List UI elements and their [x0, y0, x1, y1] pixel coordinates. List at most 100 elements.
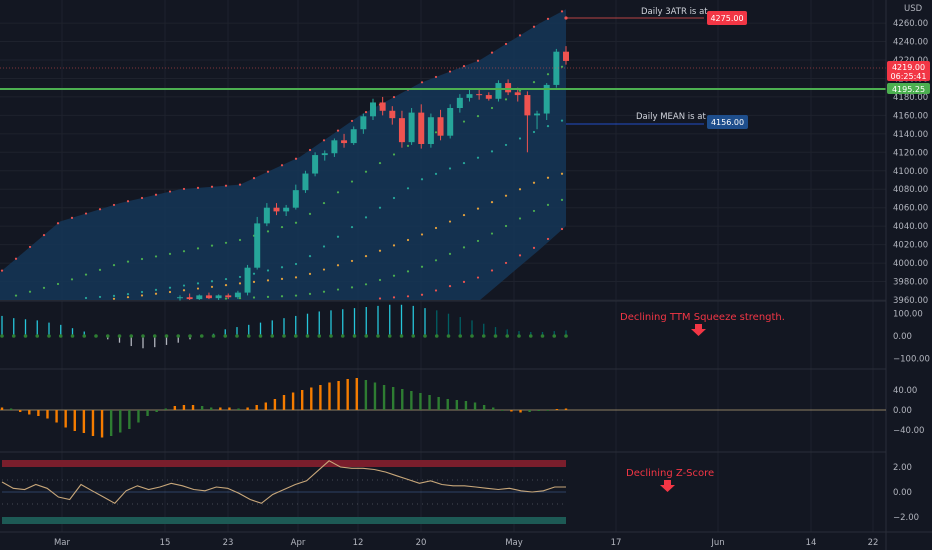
- candle-body: [389, 110, 396, 119]
- squeeze-dot: [458, 334, 463, 338]
- zscore-note: Declining Z-Score: [626, 468, 714, 479]
- atr-annotation: Daily 3ATR is at: [641, 7, 708, 17]
- momentum-bar: [410, 391, 413, 410]
- band-dot: [476, 276, 480, 279]
- candle-body: [524, 95, 531, 116]
- band-dot: [518, 137, 522, 140]
- band-dot: [518, 254, 522, 257]
- candle-body: [196, 295, 203, 300]
- band-dot: [462, 280, 466, 283]
- band-dot: [168, 286, 172, 289]
- band-dot: [140, 196, 144, 200]
- zscore-tick-label: 2.00: [893, 463, 912, 473]
- squeeze-dot: [411, 334, 416, 338]
- time-tick-label: Jun: [710, 538, 724, 548]
- momentum-bar: [382, 385, 386, 410]
- band-dot: [532, 246, 536, 249]
- momentum-bar: [64, 410, 67, 428]
- band-dot: [364, 111, 368, 114]
- band-dot: [560, 227, 564, 231]
- band-dot: [0, 269, 4, 272]
- candle-body: [254, 223, 261, 268]
- band-dot: [84, 273, 88, 276]
- momentum-bar: [564, 408, 568, 410]
- band-dot: [532, 181, 536, 184]
- momentum-bar: [282, 395, 286, 410]
- squeeze-dot: [564, 334, 568, 338]
- band-dot: [238, 297, 242, 300]
- band-dot: [322, 268, 326, 271]
- momentum-bar: [273, 399, 277, 410]
- band-dot: [560, 119, 564, 122]
- band-dot: [504, 42, 508, 46]
- band-dot: [406, 187, 410, 190]
- momentum-bar: [537, 410, 540, 411]
- band-dot: [308, 292, 312, 295]
- price-tick-label: 4080.00: [893, 185, 928, 195]
- band-dot: [406, 295, 410, 298]
- momentum-bar: [191, 405, 195, 410]
- squeeze-dot: [505, 334, 510, 338]
- band-dot: [476, 59, 480, 62]
- band-dot: [98, 268, 102, 271]
- momentum-bar: [128, 410, 131, 429]
- squeeze-dot: [176, 334, 181, 338]
- momentum-bar: [109, 410, 113, 436]
- band-dot: [364, 255, 368, 258]
- band-dot: [490, 269, 494, 272]
- price-badge-value: 4219.00: [892, 63, 925, 72]
- price-tick-label: 4180.00: [893, 93, 928, 103]
- momentum-bar: [18, 410, 22, 412]
- green-level-badge: [887, 83, 930, 94]
- band-dot: [238, 282, 242, 285]
- band-dot: [378, 206, 382, 209]
- band-dot: [238, 275, 242, 279]
- band-dot: [224, 277, 228, 281]
- band-dot: [154, 193, 158, 196]
- squeeze-dot: [552, 334, 557, 338]
- price-tick-label: 4140.00: [893, 130, 928, 140]
- band-dot: [406, 144, 410, 147]
- time-axis-ticks: Mar 15 23 Apr 12 20 May 17 Jun 14 22: [54, 538, 878, 548]
- squeeze-dot: [129, 334, 134, 338]
- squeeze-dot: [258, 334, 263, 338]
- time-tick-label: 14: [806, 538, 817, 548]
- candle-body: [215, 295, 222, 299]
- band-dot: [364, 283, 368, 286]
- band-dot: [532, 130, 536, 134]
- band-dot: [308, 212, 312, 215]
- squeeze-note: Declining TTM Squeeze strength.: [620, 312, 785, 323]
- currency-label: USD: [904, 4, 923, 14]
- momentum-bar: [28, 410, 31, 415]
- band-dot: [28, 290, 32, 293]
- momentum-bar: [464, 401, 468, 410]
- momentum-bar: [519, 410, 522, 413]
- band-dot: [280, 225, 284, 229]
- candle-body: [350, 129, 357, 144]
- squeeze-dot: [329, 334, 333, 338]
- band-dot: [266, 230, 270, 233]
- band-dot: [224, 184, 228, 187]
- momentum-bar: [264, 402, 268, 410]
- candle-body: [476, 94, 483, 96]
- band-dot: [112, 203, 116, 207]
- atr-value-badge: [707, 11, 747, 25]
- mean-annotation: Daily MEAN is at: [636, 112, 706, 122]
- band-dot: [210, 185, 214, 188]
- squeeze-dot: [387, 334, 392, 338]
- band-dot: [350, 225, 354, 229]
- band-dot: [126, 200, 130, 203]
- momentum-bar: [137, 410, 140, 423]
- momentum-tick-label: −40.00: [893, 426, 924, 436]
- band-dot: [560, 172, 564, 175]
- band-dot: [490, 201, 494, 204]
- squeeze-dot: [470, 334, 474, 338]
- zscore-down-arrow-icon: [660, 480, 675, 492]
- band-dot: [434, 172, 438, 175]
- band-dot: [196, 282, 200, 285]
- band-dot: [14, 257, 18, 260]
- band-dot: [266, 170, 270, 173]
- candle-body: [331, 140, 338, 154]
- band-dot: [406, 238, 410, 242]
- candle-body: [234, 292, 241, 298]
